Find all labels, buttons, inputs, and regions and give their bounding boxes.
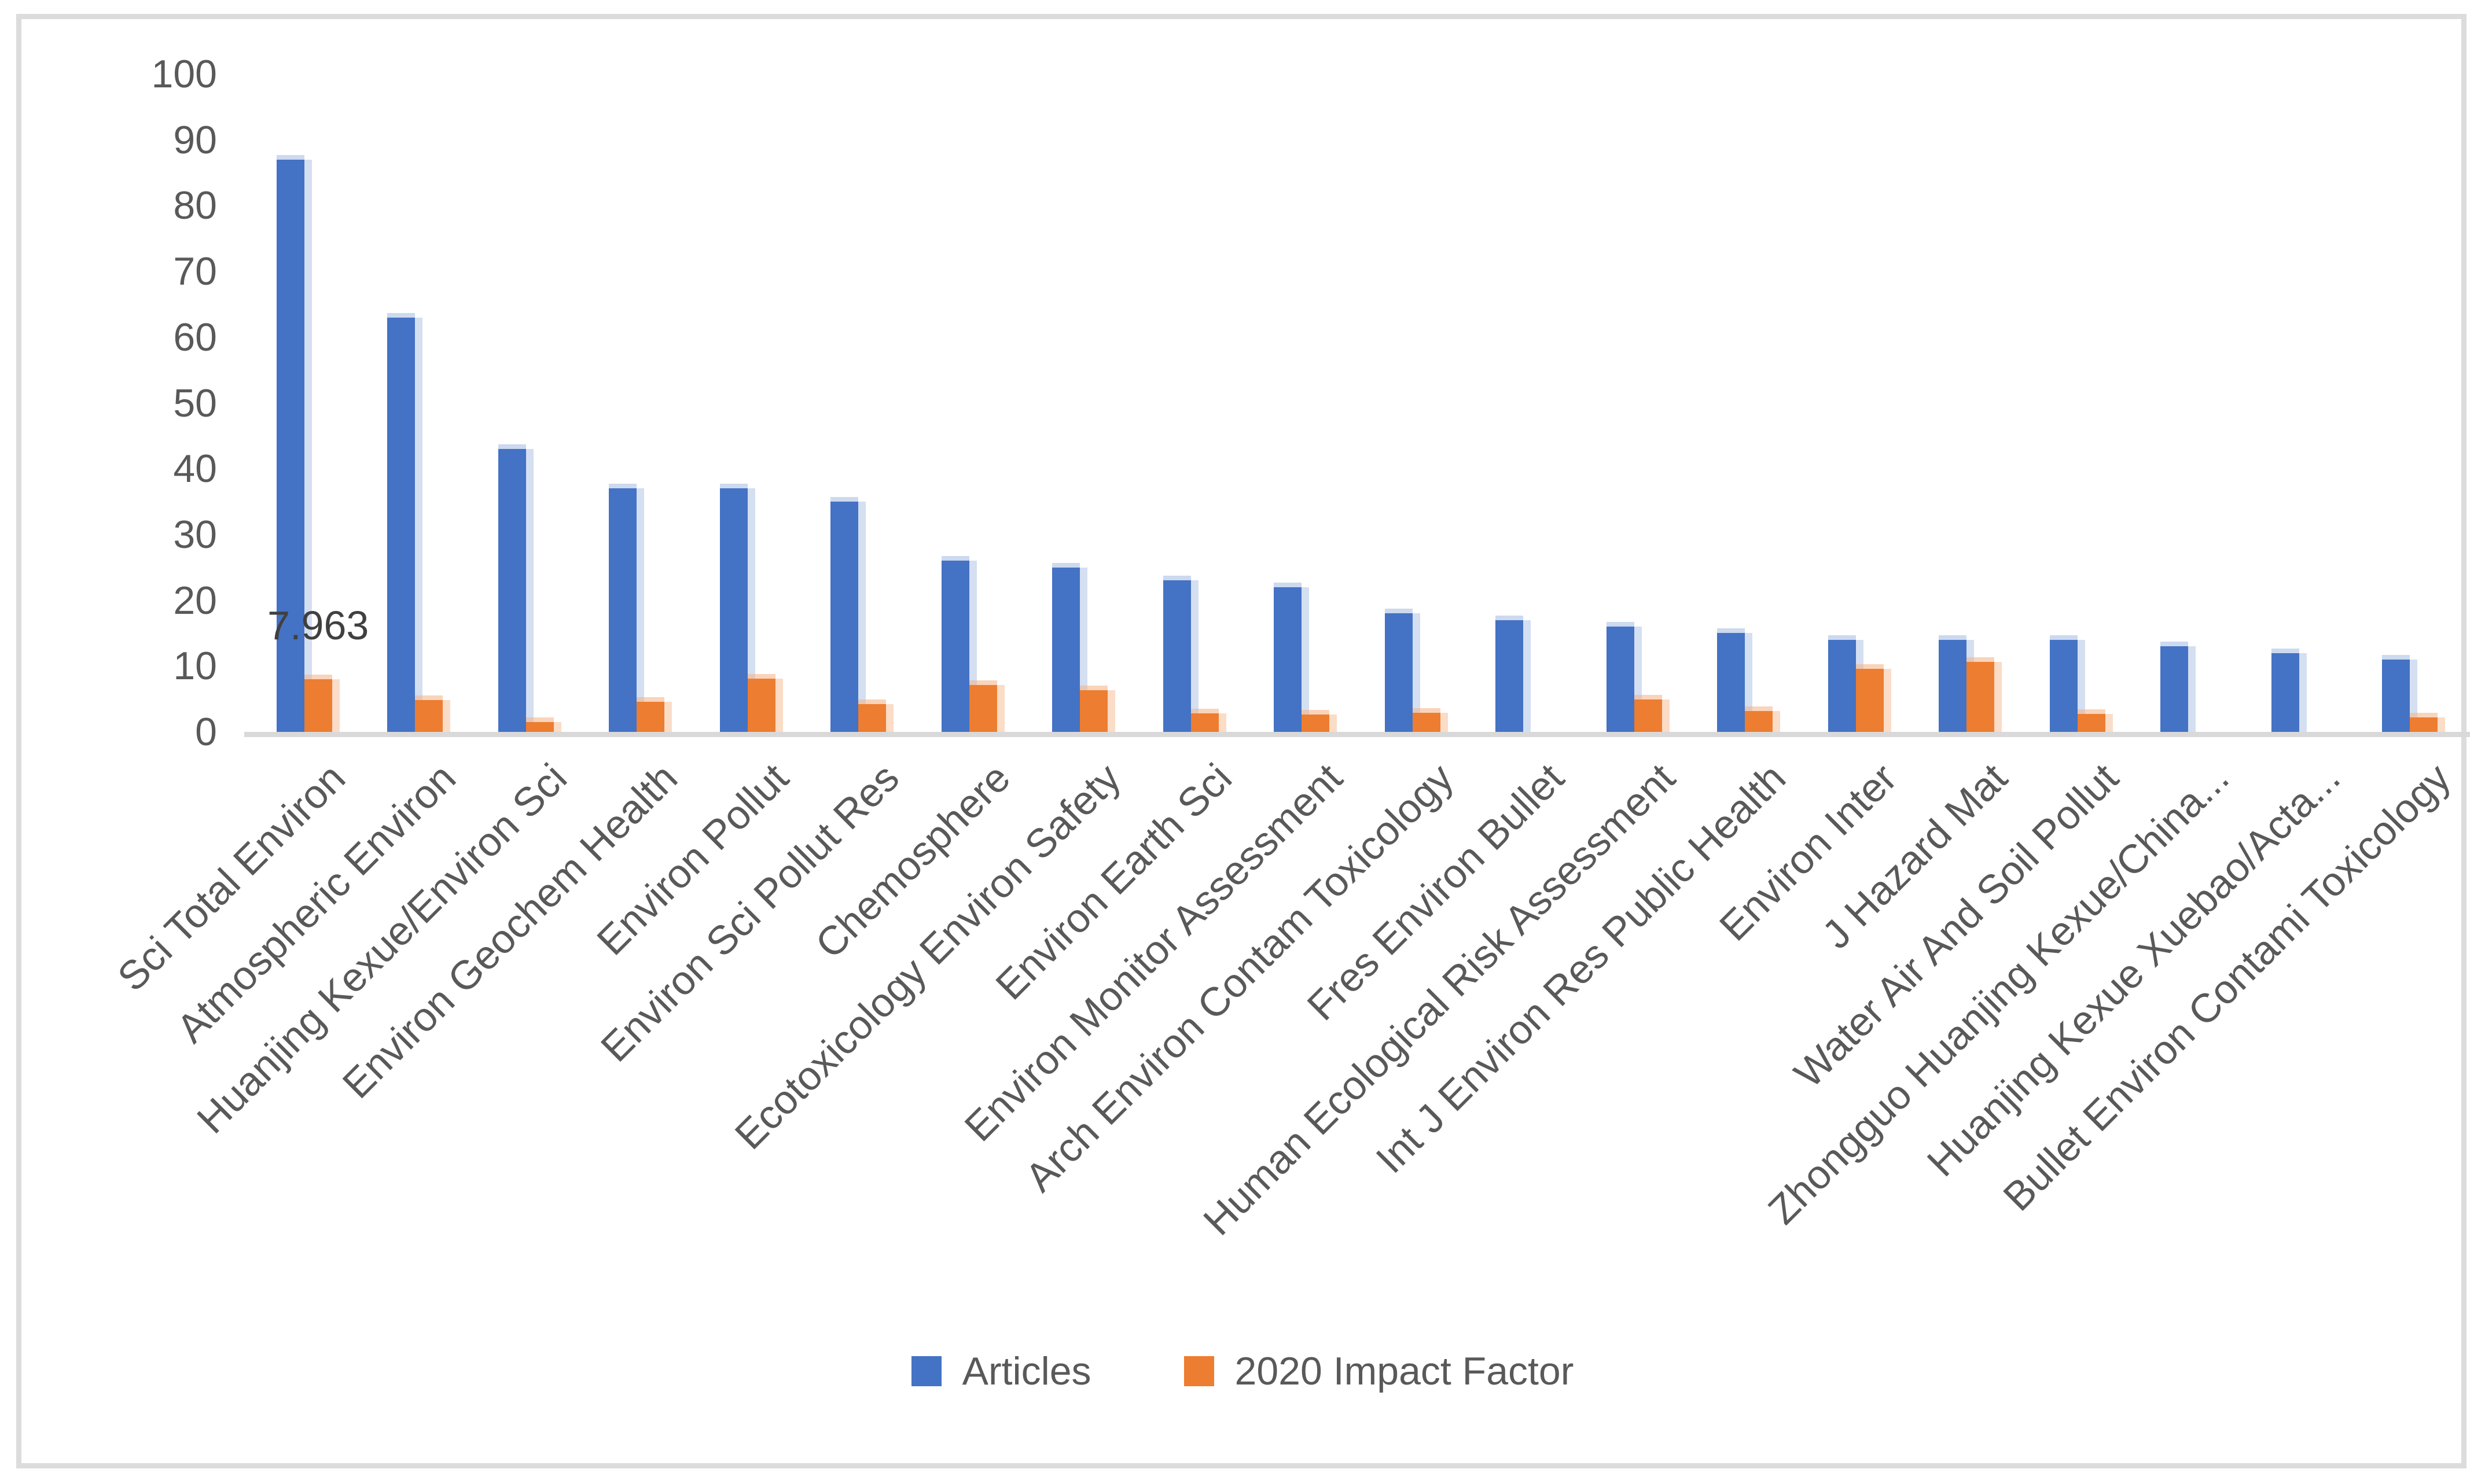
y-tick-label: 30	[173, 512, 217, 557]
legend-item-articles: Articles	[911, 1348, 1091, 1394]
bar-impact-factor	[1302, 715, 1330, 732]
y-tick-label: 60	[173, 315, 217, 359]
bar-impact-factor	[1966, 662, 1995, 732]
bar-articles	[1495, 620, 1524, 732]
x-axis-line	[244, 732, 2470, 737]
bar-articles	[1606, 627, 1634, 732]
y-tick-label: 70	[173, 249, 217, 294]
bar-articles	[941, 561, 969, 732]
bar-articles	[1274, 587, 1302, 732]
bar-articles	[1828, 639, 1856, 732]
bar-articles	[1384, 613, 1413, 732]
bar-articles	[609, 488, 637, 732]
bar-articles	[719, 488, 748, 732]
bar-articles	[2271, 653, 2299, 732]
y-tick-label: 50	[173, 381, 217, 425]
bar-articles	[1163, 580, 1191, 732]
articles-swatch-icon	[911, 1356, 942, 1386]
legend-item-impact-factor: 2020 Impact Factor	[1183, 1348, 1574, 1394]
bar-articles	[830, 502, 859, 732]
bar-articles	[2160, 646, 2189, 732]
bar-impact-factor	[525, 721, 554, 732]
chart-border	[16, 14, 2466, 1468]
bar-impact-factor	[858, 704, 887, 732]
y-tick-label: 80	[173, 183, 217, 228]
bar-impact-factor	[2410, 717, 2438, 732]
bar-impact-factor	[969, 685, 997, 732]
bar-articles	[2382, 659, 2410, 732]
bar-articles	[1939, 639, 1967, 732]
legend: Articles 2020 Impact Factor	[0, 1348, 2485, 1394]
y-tick-label: 100	[151, 52, 217, 96]
impact-factor-swatch-icon	[1183, 1356, 1214, 1386]
bar-impact-factor	[747, 678, 775, 732]
y-tick-label: 90	[173, 117, 217, 162]
bar-impact-factor	[1080, 690, 1108, 732]
legend-label-impact-factor: 2020 Impact Factor	[1234, 1349, 1574, 1393]
bar-impact-factor	[637, 701, 665, 732]
y-tick-label: 20	[173, 578, 217, 623]
bar-impact-factor	[1190, 713, 1219, 732]
bar-articles	[1052, 567, 1080, 732]
bar-impact-factor	[1745, 710, 1773, 732]
bar-impact-factor	[2077, 714, 2105, 732]
y-tick-label: 0	[195, 710, 217, 754]
bar-impact-factor	[304, 679, 332, 732]
bar-impact-factor	[1412, 713, 1440, 732]
y-tick-label: 40	[173, 447, 217, 491]
y-tick-label: 10	[173, 644, 217, 688]
data-label-7963: 7.963	[267, 603, 369, 649]
bar-impact-factor	[1634, 699, 1662, 732]
bar-articles	[387, 317, 416, 732]
bar-articles	[2049, 639, 2078, 732]
bar-impact-factor	[415, 700, 443, 732]
bar-articles	[1717, 633, 1745, 732]
bar-articles	[498, 449, 526, 732]
bar-articles	[276, 159, 304, 732]
bar-impact-factor	[1855, 668, 1884, 732]
legend-label-articles: Articles	[962, 1349, 1091, 1393]
